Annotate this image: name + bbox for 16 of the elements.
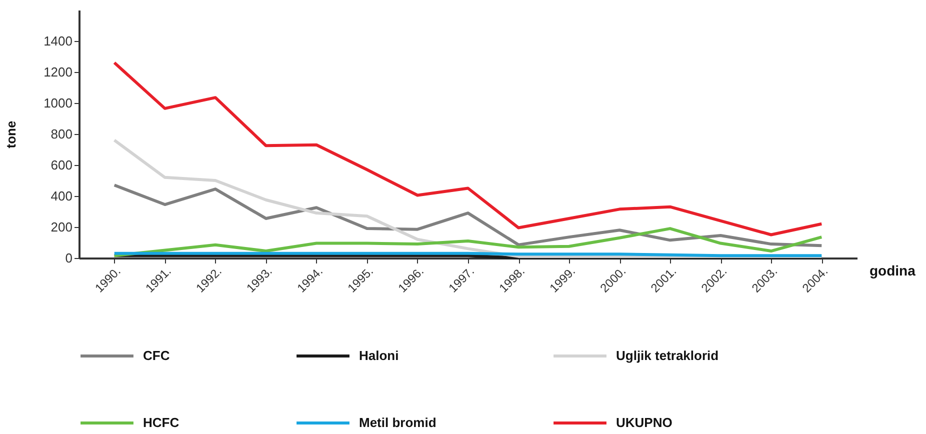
y-axis-title: tone — [4, 120, 19, 148]
legend-label: Ugljik tetraklorid — [616, 348, 719, 363]
y-tick-label: 800 — [50, 126, 72, 142]
y-tick-label: 1000 — [44, 96, 72, 110]
x-axis-title: godina — [870, 262, 916, 278]
legend-label: CFC — [143, 348, 170, 363]
y-tick-label: 0 — [65, 250, 72, 266]
legend-label: Metil bromid — [359, 415, 436, 430]
legend-label: HCFC — [143, 415, 180, 430]
y-tick-label: 200 — [50, 220, 72, 234]
y-tick-label: 400 — [50, 188, 72, 204]
y-tick-label: 1400 — [44, 34, 72, 48]
y-tick-label: 1200 — [44, 64, 72, 80]
legend-label: UKUPNO — [616, 415, 672, 430]
legend-label: Haloni — [359, 348, 399, 363]
y-tick-label: 600 — [50, 158, 72, 172]
